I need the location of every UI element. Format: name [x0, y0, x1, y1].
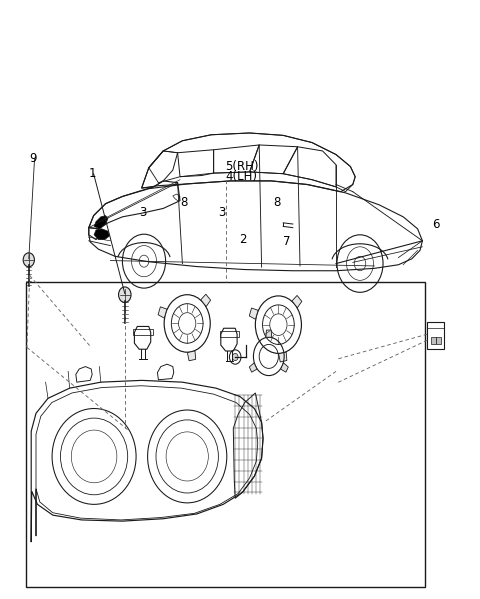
- Circle shape: [119, 287, 131, 302]
- Bar: [26, 282, 425, 587]
- Text: 5(RH): 5(RH): [226, 160, 259, 173]
- Polygon shape: [249, 363, 257, 372]
- Bar: [220, 331, 239, 337]
- Text: 8: 8: [180, 196, 187, 209]
- Polygon shape: [292, 295, 302, 308]
- Polygon shape: [266, 330, 272, 337]
- Polygon shape: [201, 294, 211, 307]
- Text: 3: 3: [139, 206, 146, 219]
- Text: 7: 7: [283, 235, 291, 249]
- Text: 2: 2: [239, 233, 247, 246]
- Bar: [436, 337, 441, 344]
- Polygon shape: [281, 363, 288, 372]
- Circle shape: [23, 253, 35, 267]
- Polygon shape: [94, 229, 109, 240]
- Bar: [431, 337, 436, 344]
- Polygon shape: [158, 307, 167, 318]
- Circle shape: [232, 353, 238, 361]
- Text: 4(LH): 4(LH): [226, 170, 258, 183]
- Text: 1: 1: [89, 167, 96, 180]
- Polygon shape: [94, 216, 108, 229]
- Text: 8: 8: [274, 196, 281, 209]
- Text: 9: 9: [29, 152, 36, 165]
- Bar: [133, 329, 153, 335]
- Polygon shape: [187, 351, 196, 361]
- Bar: [427, 322, 444, 349]
- Polygon shape: [249, 308, 258, 319]
- Polygon shape: [278, 352, 287, 362]
- Text: 6: 6: [432, 217, 440, 231]
- Text: 3: 3: [218, 206, 226, 219]
